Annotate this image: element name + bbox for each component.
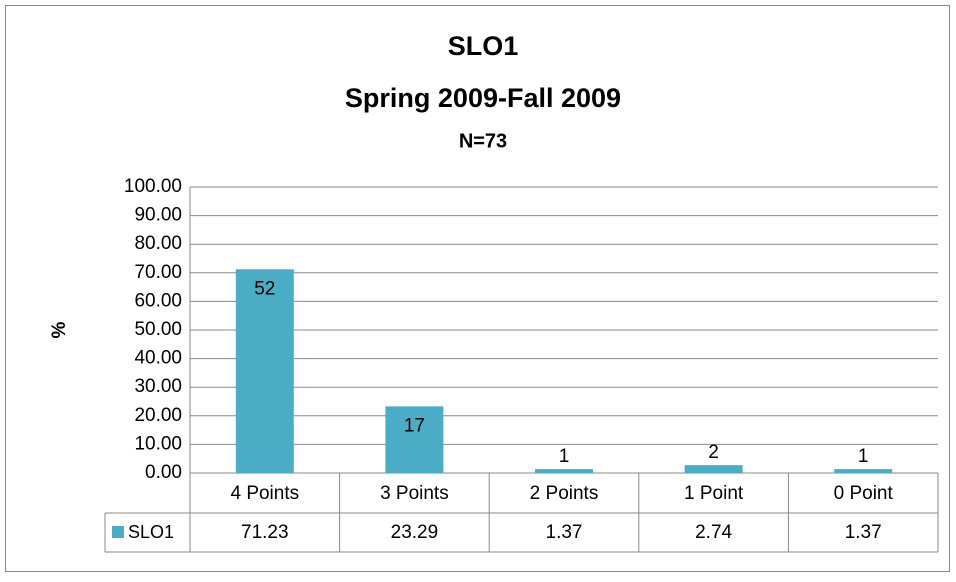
chart-title: SLO1: [448, 31, 519, 61]
data-label: 1: [858, 446, 869, 467]
y-tick-label: 40.00: [134, 348, 182, 369]
bar: [684, 465, 743, 473]
table-value: 23.29: [391, 522, 439, 543]
bar: [834, 469, 893, 473]
legend-label: SLO1: [128, 522, 174, 542]
data-label: 2: [708, 442, 719, 463]
y-tick-label: 30.00: [134, 376, 182, 397]
data-label: 52: [254, 278, 275, 299]
data-label: 1: [559, 446, 570, 467]
table-value: 1.37: [546, 522, 583, 543]
y-tick-label: 60.00: [134, 290, 182, 311]
bar: [235, 269, 294, 473]
x-tick-label: 0 Point: [834, 483, 894, 504]
y-axis-label: %: [49, 321, 70, 338]
y-tick-label: 20.00: [134, 405, 182, 426]
bar: [535, 469, 593, 473]
data-label: 17: [404, 415, 425, 436]
x-tick-label: 3 Points: [380, 483, 449, 504]
x-tick-label: 4 Points: [230, 483, 299, 504]
chart-subtitle: Spring 2009-Fall 2009: [345, 83, 621, 113]
x-tick-label: 1 Point: [684, 483, 744, 504]
legend-swatch: [112, 526, 124, 538]
x-tick-label: 2 Points: [530, 483, 599, 504]
y-tick-label: 0.00: [145, 462, 182, 483]
chart-border: [5, 5, 950, 572]
y-tick-label: 90.00: [134, 205, 182, 226]
chart-note: N=73: [459, 130, 507, 152]
y-tick-label: 50.00: [134, 319, 182, 340]
bar: [385, 406, 444, 473]
y-tick-label: 100.00: [124, 176, 182, 197]
y-tick-label: 10.00: [134, 433, 182, 454]
table-value: 1.37: [845, 522, 882, 543]
table-value: 71.23: [241, 522, 289, 543]
y-tick-label: 80.00: [134, 233, 182, 254]
table-value: 2.74: [695, 522, 732, 543]
y-tick-label: 70.00: [134, 262, 182, 283]
